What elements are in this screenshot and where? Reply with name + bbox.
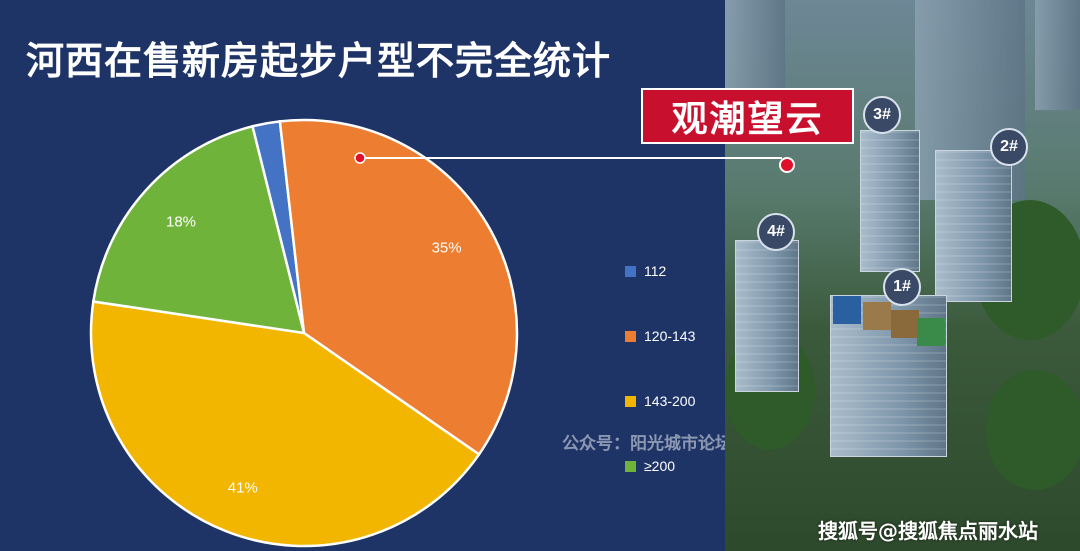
legend-item-200: ≥200	[625, 458, 675, 474]
building-badge-1: 1#	[883, 268, 921, 306]
leader-line	[360, 157, 725, 159]
floor-plan-tag	[863, 302, 891, 330]
legend-swatch	[625, 395, 636, 407]
building-badge-4: 4#	[757, 213, 795, 251]
tower-3	[860, 130, 920, 272]
legend-label: 112	[644, 263, 667, 279]
project-name-callout: 观潮望云	[641, 88, 854, 144]
legend-item-120-143: 120-143	[625, 328, 695, 344]
leader-line-extension	[725, 157, 782, 159]
footer-watermark: 搜狐号@搜狐焦点丽水站	[818, 519, 1038, 543]
legend-item-112: 112	[625, 263, 666, 279]
legend-swatch	[625, 265, 636, 277]
floor-plan-tag	[833, 296, 861, 324]
aerial-photo: 3# 2# 4# 1#	[725, 0, 1080, 551]
pie-slice-120-143	[278, 118, 519, 457]
building-badge-2: 2#	[990, 128, 1028, 166]
legend-item-143-200: 143-200	[625, 393, 695, 409]
building-badge-3: 3#	[863, 96, 901, 134]
chart-panel: 河西在售新房起步户型不完全统计 35% 41% 18% 112 120-143 14…	[26, 39, 732, 548]
legend-swatch	[625, 460, 636, 472]
floor-plan-tag	[891, 310, 919, 338]
tower-2	[935, 150, 1012, 302]
data-label-143-200: 41%	[228, 479, 258, 496]
legend-label: ≥200	[644, 458, 676, 474]
floor-plan-tag	[917, 318, 945, 346]
tree-cluster	[985, 370, 1080, 490]
background-building	[1035, 0, 1080, 110]
legend-swatch	[625, 330, 636, 342]
data-label-120-143: 35%	[432, 240, 462, 257]
pie-slice-143-200	[89, 300, 481, 548]
location-marker	[779, 157, 795, 173]
legend-label: 120-143	[644, 328, 696, 344]
tower-4	[735, 240, 799, 392]
legend-label: 143-200	[644, 393, 696, 409]
pie-chart: 35% 41% 18%	[89, 118, 725, 548]
watermark-text: 公众号：阳光城市论坛	[562, 434, 732, 454]
data-label-≥200: 18%	[166, 213, 196, 230]
slice-marker-dot	[354, 152, 366, 164]
chart-title: 河西在售新房起步户型不完全统计	[26, 39, 612, 83]
pie-slice-≥200	[91, 124, 306, 335]
